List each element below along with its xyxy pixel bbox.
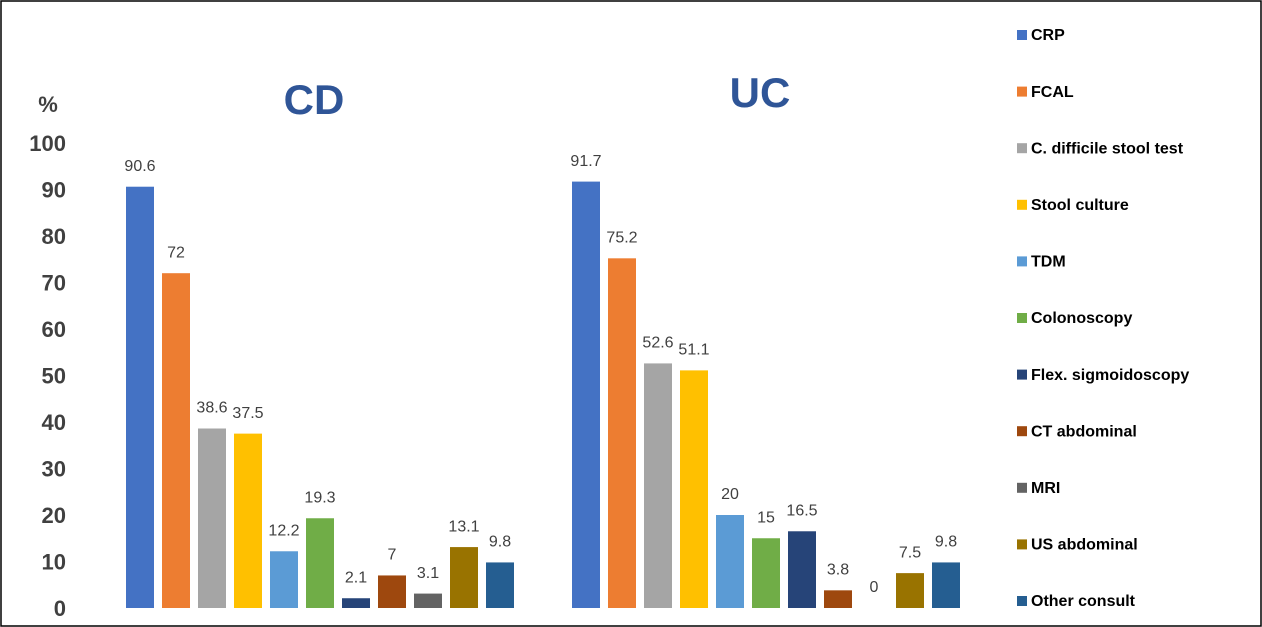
bar [198, 428, 226, 608]
legend-swatch [1017, 596, 1027, 606]
bar [608, 258, 636, 608]
bar [234, 433, 262, 608]
data-label: 38.6 [196, 400, 227, 417]
data-label: 9.8 [935, 534, 957, 551]
bar [932, 562, 960, 608]
legend-label: TDM [1031, 254, 1066, 271]
bar [414, 593, 442, 608]
bar [126, 186, 154, 608]
y-tick-label: 90 [42, 177, 66, 202]
bar [680, 370, 708, 608]
legend-label: C. difficile stool test [1031, 140, 1184, 157]
y-tick-label: 30 [42, 456, 66, 481]
bar [306, 518, 334, 608]
legend-label: Other consult [1031, 593, 1136, 610]
bar [644, 363, 672, 608]
data-label: 15 [757, 509, 775, 526]
data-label: 16.5 [786, 502, 817, 519]
legend-label: MRI [1031, 480, 1060, 497]
legend-swatch [1017, 369, 1027, 380]
legend-swatch [1017, 86, 1027, 97]
bar [450, 547, 478, 608]
legend-label: CT abdominal [1031, 423, 1137, 440]
data-label: 12.2 [268, 522, 299, 539]
data-label: 90.6 [124, 158, 155, 175]
data-label: 13.1 [448, 518, 479, 535]
bar [162, 273, 190, 608]
data-label: 7.5 [899, 544, 921, 561]
data-label: 75.2 [606, 230, 637, 247]
legend-swatch [1017, 30, 1027, 40]
data-label: 91.7 [570, 153, 601, 170]
y-tick-label: 70 [42, 270, 66, 295]
bar [896, 573, 924, 608]
data-label: 0 [870, 579, 879, 596]
y-tick-label: 50 [42, 363, 66, 388]
data-label: 2.1 [345, 569, 367, 586]
legend-swatch [1017, 482, 1027, 493]
bar [752, 538, 780, 608]
legend-swatch [1017, 426, 1027, 437]
legend-swatch [1017, 199, 1027, 210]
bar [378, 575, 406, 608]
legend-label: Colonoscopy [1031, 310, 1132, 327]
bar [342, 598, 370, 608]
bar [716, 515, 744, 608]
legend-label: Stool culture [1031, 197, 1129, 214]
data-label: 7 [388, 547, 397, 564]
data-label: 3.1 [417, 565, 439, 582]
y-tick-label: 0 [54, 596, 66, 621]
bar [270, 551, 298, 608]
y-tick-label: 40 [42, 410, 66, 435]
y-axis-label: % [38, 92, 58, 117]
legend-label: Flex. sigmoidoscopy [1031, 367, 1189, 384]
legend-swatch [1017, 143, 1027, 154]
y-tick-label: 10 [42, 549, 66, 574]
legend-swatch [1017, 256, 1027, 267]
legend-swatch [1017, 313, 1027, 323]
data-label: 9.8 [489, 534, 511, 551]
y-tick-label: 20 [42, 503, 66, 528]
data-label: 51.1 [678, 342, 709, 359]
y-tick-label: 80 [42, 224, 66, 249]
category-label: UC [730, 69, 791, 116]
data-label: 3.8 [827, 562, 849, 579]
bar [572, 181, 600, 608]
data-label: 37.5 [232, 405, 263, 422]
data-label: 19.3 [304, 489, 335, 506]
data-label: 72 [167, 244, 185, 261]
category-label: CD [284, 76, 345, 123]
legend-swatch [1017, 539, 1027, 550]
y-tick-label: 60 [42, 317, 66, 342]
bar [824, 590, 852, 608]
legend-label: FCAL [1031, 84, 1074, 101]
y-tick-label: 100 [29, 131, 66, 156]
bar [788, 531, 816, 608]
data-label: 52.6 [642, 335, 673, 352]
bar [486, 562, 514, 608]
data-label: 20 [721, 486, 739, 503]
legend-label: CRP [1031, 27, 1065, 44]
legend-label: US abdominal [1031, 537, 1138, 554]
